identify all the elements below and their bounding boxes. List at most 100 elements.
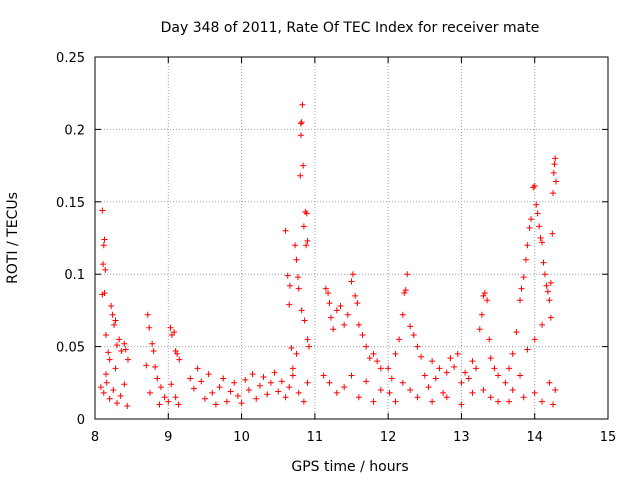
data-point bbox=[100, 242, 107, 249]
data-point bbox=[550, 190, 557, 197]
data-point bbox=[370, 398, 377, 405]
data-point bbox=[425, 384, 432, 391]
data-point bbox=[531, 389, 538, 396]
data-point bbox=[223, 398, 230, 405]
data-point bbox=[386, 389, 393, 396]
data-point bbox=[110, 387, 117, 394]
y-tick-label: 0.1 bbox=[64, 268, 85, 283]
data-point bbox=[487, 355, 494, 362]
data-point bbox=[326, 300, 333, 307]
y-axis-label: ROTI / TECUs bbox=[5, 192, 21, 284]
data-point bbox=[157, 384, 164, 391]
data-point bbox=[509, 387, 516, 394]
data-point bbox=[293, 350, 300, 357]
data-point bbox=[303, 242, 310, 249]
data-point bbox=[414, 394, 421, 401]
data-point bbox=[486, 336, 493, 343]
data-point bbox=[201, 395, 208, 402]
data-point bbox=[100, 389, 107, 396]
data-point bbox=[547, 314, 554, 321]
data-point bbox=[429, 398, 436, 405]
data-point bbox=[106, 356, 113, 363]
data-point bbox=[298, 307, 305, 314]
data-point bbox=[458, 401, 465, 408]
data-point bbox=[402, 287, 409, 294]
data-point bbox=[150, 347, 157, 354]
data-point bbox=[355, 321, 362, 328]
data-point bbox=[227, 388, 234, 395]
data-point bbox=[149, 340, 156, 347]
x-tick-label: 10 bbox=[233, 430, 250, 445]
data-point bbox=[407, 387, 414, 394]
x-axis-label: GPS time / hours bbox=[291, 459, 408, 475]
data-point bbox=[348, 278, 355, 285]
data-point bbox=[348, 372, 355, 379]
data-point bbox=[152, 363, 159, 370]
data-point bbox=[238, 400, 245, 407]
chart-title: Day 348 of 2011, Rate Of TEC Index for r… bbox=[161, 20, 540, 36]
data-point bbox=[462, 369, 469, 376]
data-point bbox=[469, 358, 476, 365]
data-point bbox=[539, 398, 546, 405]
data-point bbox=[113, 342, 120, 349]
data-point bbox=[520, 274, 527, 281]
data-point bbox=[106, 395, 113, 402]
data-point bbox=[113, 400, 120, 407]
data-point bbox=[352, 292, 359, 299]
data-point bbox=[99, 207, 106, 214]
data-point bbox=[293, 256, 300, 263]
data-point bbox=[301, 317, 308, 324]
data-point bbox=[297, 172, 304, 179]
data-point bbox=[480, 387, 487, 394]
data-point bbox=[341, 321, 348, 328]
data-point bbox=[401, 290, 408, 297]
data-point bbox=[253, 395, 260, 402]
data-point bbox=[534, 210, 541, 217]
data-point bbox=[410, 332, 417, 339]
axis-tick-labels: 8 9 10 11 12 13 14 15 0 0.05 0.1 0.15 0.2 0.25 bbox=[56, 51, 616, 445]
data-point bbox=[112, 365, 119, 372]
data-point bbox=[121, 381, 128, 388]
data-point bbox=[124, 402, 131, 409]
data-point bbox=[404, 271, 411, 278]
y-tick-label: 0.05 bbox=[56, 341, 85, 356]
data-point bbox=[478, 311, 485, 318]
data-point bbox=[518, 285, 525, 292]
data-point bbox=[526, 224, 533, 231]
data-point bbox=[546, 379, 553, 386]
data-point bbox=[524, 346, 531, 353]
data-point bbox=[443, 394, 450, 401]
data-point bbox=[297, 132, 304, 139]
data-point bbox=[506, 365, 513, 372]
data-point bbox=[540, 259, 547, 266]
data-point bbox=[322, 285, 329, 292]
data-point bbox=[275, 388, 282, 395]
data-point bbox=[327, 314, 334, 321]
data-point bbox=[190, 385, 197, 392]
data-point bbox=[447, 355, 454, 362]
data-point bbox=[476, 326, 483, 333]
data-point bbox=[333, 307, 340, 314]
data-point bbox=[176, 356, 183, 363]
data-point bbox=[440, 389, 447, 396]
data-point bbox=[517, 372, 524, 379]
data-point bbox=[108, 303, 115, 310]
data-point bbox=[522, 256, 529, 263]
data-point bbox=[100, 261, 107, 268]
data-point bbox=[392, 350, 399, 357]
data-point bbox=[101, 236, 108, 243]
data-point bbox=[124, 356, 131, 363]
data-point bbox=[491, 365, 498, 372]
data-point bbox=[469, 389, 476, 396]
data-point bbox=[541, 271, 548, 278]
data-point bbox=[333, 389, 340, 396]
data-point bbox=[234, 392, 241, 399]
data-point bbox=[271, 369, 278, 376]
data-point bbox=[187, 375, 194, 382]
data-point bbox=[520, 394, 527, 401]
data-point bbox=[242, 376, 249, 383]
data-point bbox=[539, 239, 546, 246]
x-tick-label: 14 bbox=[526, 430, 543, 445]
data-point bbox=[111, 321, 118, 328]
data-point bbox=[495, 398, 502, 405]
